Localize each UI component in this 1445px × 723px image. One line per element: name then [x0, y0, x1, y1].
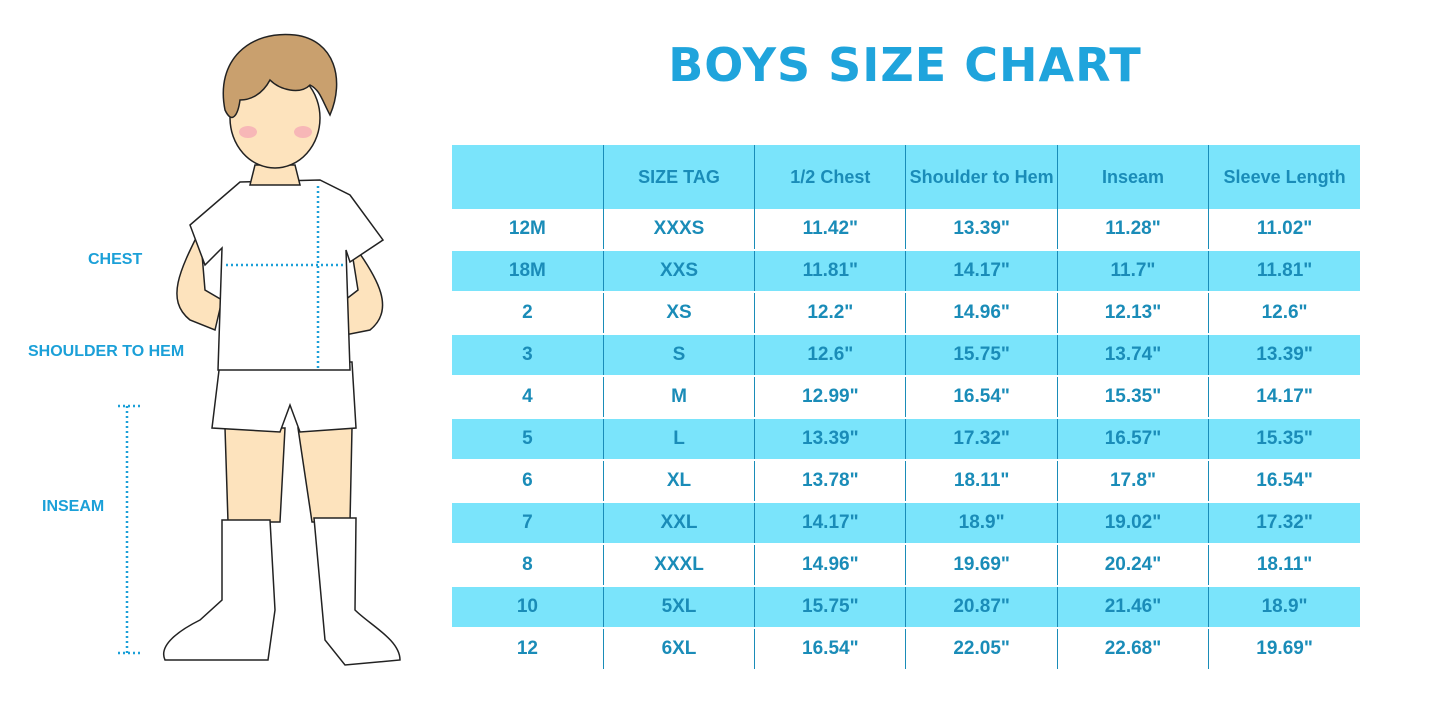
table-row: 8 XXXL 14.96" 19.69" 20.24" 18.11" — [452, 543, 1360, 586]
table-cell: 13.74" — [1056, 333, 1209, 376]
size-table: SIZE TAG 1/2 Chest Shoulder to Hem Inseam Sl… — [452, 145, 1360, 669]
table-cell: 13.39" — [1208, 333, 1360, 376]
table-cell: M — [602, 375, 755, 418]
table-cell: 3 — [452, 333, 604, 376]
table-row: 5 L 13.39" 17.32" 16.57" 15.35" — [452, 417, 1360, 460]
hair — [222, 33, 338, 119]
table-cell: 12.99" — [754, 375, 906, 418]
page-title: BOYS SIZE CHART — [668, 38, 1142, 92]
table-cell: 11.81" — [754, 249, 906, 292]
table-cell: 14.96" — [754, 543, 906, 586]
table-cell: 18M — [452, 249, 604, 292]
right-leg — [297, 427, 353, 523]
column-header: Sleeve Length — [1208, 145, 1360, 209]
table-cell: 14.17" — [905, 249, 1058, 292]
table-cell: 22.05" — [905, 627, 1058, 669]
column-header: 1/2 Chest — [754, 145, 906, 209]
table-cell: 6XL — [602, 627, 755, 669]
table-cell: 12.13" — [1056, 291, 1209, 334]
table-cell: 12.6" — [754, 333, 906, 376]
table-cell: 11.81" — [1208, 249, 1360, 292]
table-row: 10 5XL 15.75" 20.87" 21.46" 18.9" — [452, 585, 1360, 628]
table-cell: 5XL — [602, 585, 755, 628]
column-header — [452, 145, 604, 209]
column-header: Inseam — [1056, 145, 1209, 209]
table-cell: 13.78" — [754, 459, 906, 502]
inseam-label: INSEAM — [42, 498, 105, 515]
left-leg — [224, 427, 286, 523]
table-cell: 11.02" — [1208, 209, 1360, 250]
shirt — [189, 179, 385, 371]
table-cell: 18.9" — [905, 501, 1058, 544]
table-cell: 11.28" — [1056, 209, 1209, 250]
table-cell: L — [602, 417, 755, 460]
table-row: 4 M 12.99" 16.54" 15.35" 14.17" — [452, 375, 1360, 418]
table-cell: 12 — [452, 627, 604, 669]
left-sock — [162, 519, 276, 661]
chest-label: CHEST — [88, 251, 143, 268]
table-cell: 21.46" — [1056, 585, 1209, 628]
table-cell: 20.87" — [905, 585, 1058, 628]
shorts — [211, 361, 357, 433]
table-cell: 22.68" — [1056, 627, 1209, 669]
table-cell: 5 — [452, 417, 604, 460]
table-row: 12 6XL 16.54" 22.05" 22.68" 19.69" — [452, 627, 1360, 669]
table-cell: 13.39" — [754, 417, 906, 460]
shoulder-to-hem-label: SHOULDER TO HEM — [28, 343, 185, 360]
table-cell: 15.75" — [754, 585, 906, 628]
table-cell: XL — [602, 459, 755, 502]
table-cell: 14.17" — [754, 501, 906, 544]
table-cell: 6 — [452, 459, 604, 502]
table-cell: 15.35" — [1208, 417, 1360, 460]
left-arm — [176, 227, 223, 332]
table-cell: 12M — [508, 218, 546, 239]
table-cell: 11.7" — [1056, 249, 1209, 292]
table-header-row: SIZE TAG 1/2 Chest Shoulder to Hem Inseam Sl… — [452, 145, 1360, 209]
table-cell: XXXL — [602, 543, 755, 586]
table-cell: 12.6" — [1208, 291, 1360, 334]
table-cell: 11.42" — [754, 209, 906, 250]
table-cell: 19.02" — [1056, 501, 1209, 544]
column-header: Shoulder to Hem — [905, 145, 1058, 209]
table-row: 2 XS 12.2" 14.96" 12.13" 12.6" — [452, 291, 1360, 334]
table-cell: XS — [602, 291, 755, 334]
table-cell: 18.11" — [1208, 543, 1360, 586]
column-header: SIZE TAG — [602, 145, 755, 209]
table-cell: 17.32" — [1208, 501, 1360, 544]
table-cell: 2 — [452, 291, 604, 334]
table-cell: 19.69" — [905, 543, 1058, 586]
table-cell: XXS — [602, 249, 755, 292]
table-cell: 10 — [452, 585, 604, 628]
table-row: 12M XXXS 11.42" 13.39" 11.28" 11.02" — [452, 209, 1360, 250]
table-cell: 16.54" — [1208, 459, 1360, 502]
table-cell: 14.17" — [1208, 375, 1360, 418]
table-cell: 8 — [452, 543, 604, 586]
right-sock — [313, 517, 401, 666]
table-cell: 16.54" — [905, 375, 1058, 418]
table-cell: XXL — [602, 501, 755, 544]
table-cell: XXXS — [602, 209, 755, 250]
table-cell: 12.2" — [754, 291, 906, 334]
table-cell: 18.9" — [1208, 585, 1360, 628]
table-row: 6 XL 13.78" 18.11" 17.8" 16.54" — [452, 459, 1360, 502]
table-cell: 16.54" — [754, 627, 906, 669]
table-cell: 18.11" — [905, 459, 1058, 502]
table-cell: 16.57" — [1056, 417, 1209, 460]
table-row: 18M XXS 11.81" 14.17" 11.7" 11.81" — [452, 249, 1360, 292]
table-cell: 19.69" — [1208, 627, 1360, 669]
table-cell: 17.8" — [1056, 459, 1209, 502]
table-row: 7 XXL 14.17" 18.9" 19.02" 17.32" — [452, 501, 1360, 544]
table-cell: 7 — [452, 501, 604, 544]
table-cell: 17.32" — [905, 417, 1058, 460]
table-cell: S — [602, 333, 755, 376]
table-cell: 15.35" — [1056, 375, 1209, 418]
table-cell: 4 — [452, 375, 604, 418]
table-cell: 13.39" — [905, 209, 1058, 250]
boy-illustration — [118, 33, 401, 666]
table-cell: 14.96" — [905, 291, 1058, 334]
table-cell: 15.75" — [905, 333, 1058, 376]
table-cell: 20.24" — [1056, 543, 1209, 586]
table-row: 3 S 12.6" 15.75" 13.74" 13.39" — [452, 333, 1360, 376]
